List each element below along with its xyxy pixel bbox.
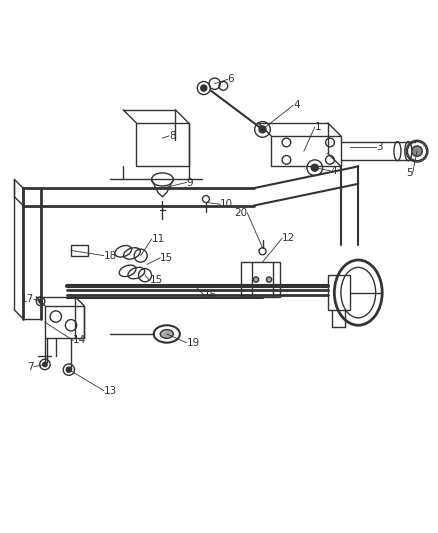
Bar xyxy=(71,245,88,256)
Text: 1: 1 xyxy=(315,122,321,132)
Text: 8: 8 xyxy=(169,131,176,141)
Text: 20: 20 xyxy=(234,208,247,218)
Circle shape xyxy=(259,126,266,133)
Circle shape xyxy=(201,85,207,91)
Bar xyxy=(328,275,350,310)
Text: 10: 10 xyxy=(220,199,233,209)
Text: 4: 4 xyxy=(330,166,337,176)
Text: 14: 14 xyxy=(73,335,86,345)
Circle shape xyxy=(412,146,422,156)
Text: 18: 18 xyxy=(104,251,117,261)
Text: 13: 13 xyxy=(104,385,117,395)
Circle shape xyxy=(66,367,71,372)
Text: 6: 6 xyxy=(228,75,234,84)
Circle shape xyxy=(311,164,318,171)
Circle shape xyxy=(43,362,47,367)
Ellipse shape xyxy=(160,329,173,338)
Text: 15: 15 xyxy=(149,276,162,286)
Text: 17: 17 xyxy=(21,294,34,304)
Text: 7: 7 xyxy=(28,361,34,372)
Text: 19: 19 xyxy=(186,338,200,348)
Text: 9: 9 xyxy=(186,177,193,188)
Circle shape xyxy=(253,277,258,282)
Bar xyxy=(136,123,188,166)
Bar xyxy=(241,262,280,297)
Circle shape xyxy=(39,300,42,303)
Circle shape xyxy=(266,277,272,282)
Text: 5: 5 xyxy=(406,168,413,178)
Text: 3: 3 xyxy=(376,142,382,152)
Text: 11: 11 xyxy=(152,234,165,244)
Text: 15: 15 xyxy=(160,253,173,263)
Text: 12: 12 xyxy=(282,233,295,243)
Text: 4: 4 xyxy=(293,100,300,110)
Text: 16: 16 xyxy=(204,290,217,300)
Bar xyxy=(45,305,84,338)
